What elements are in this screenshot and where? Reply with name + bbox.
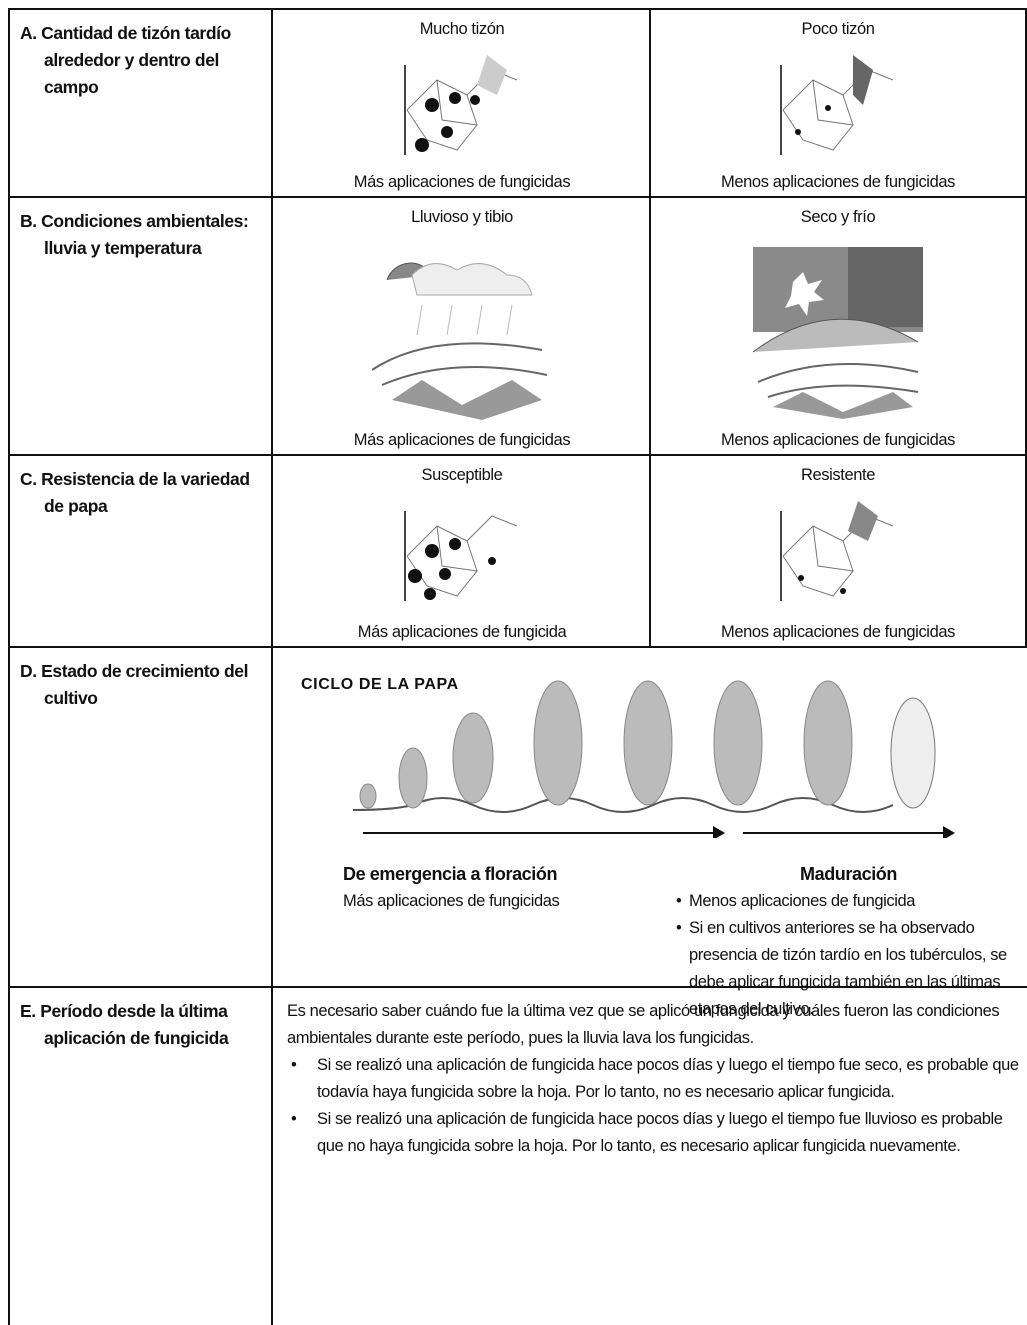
option-caption: Menos aplicaciones de fungicidas: [721, 173, 955, 191]
stage-block: Maduración Menos aplicaciones de fungici…: [676, 860, 1021, 1023]
option-caption: Menos aplicaciones de fungicidas: [721, 623, 955, 641]
option-caption: Más aplicaciones de fungicidas: [353, 173, 571, 191]
factor: B. Condiciones ambientales: lluvia y tem…: [20, 211, 249, 258]
leaf-illustration: [780, 501, 894, 601]
option-caption: Menos aplicaciones de fungicidas: [721, 431, 955, 449]
stage-heading: Maduración: [799, 864, 897, 884]
option-heading: Seco y frío: [800, 208, 876, 226]
leaf-illustration: [404, 55, 518, 155]
option-caption: Más aplicaciones de fungicidas: [353, 431, 571, 449]
option-cell: Poco tizón Menos aplicaciones de fungici…: [649, 8, 1027, 198]
option-heading: Poco tizón: [801, 20, 875, 38]
option-heading: Resistente: [801, 466, 875, 484]
potato-cycle-illustration: [352, 680, 955, 838]
option-cell: Seco y frío Menos aplicaciones de fungic…: [649, 196, 1027, 456]
cycle-title: CICLO DE LA PAPA: [301, 676, 459, 693]
factor-cell: B. Condiciones ambientales: lluvia y tem…: [8, 196, 273, 456]
factor-cell: C. Resistencia de la variedad de papa: [8, 454, 273, 648]
option-heading: Mucho tizón: [419, 20, 505, 38]
bullet: Menos aplicaciones de fungicida: [676, 888, 1021, 915]
bullets: Si se realizó una aplicación de fungicid…: [287, 1052, 1019, 1160]
option-heading: Susceptible: [421, 466, 503, 484]
period-cell: Es necesario saber cuándo fue la última …: [271, 986, 1027, 1325]
option-cell: Resistente Menos aplicaciones de fungici…: [649, 454, 1027, 648]
stage-heading: De emergencia a floración: [343, 864, 558, 884]
cycle-cell: CICLO DE LA PAPA De emergencia a floraci…: [271, 646, 1027, 1018]
option-cell: Susceptible Más aplicaciones de fungicid…: [271, 454, 651, 648]
bullet: Si se realizó una aplicación de fungicid…: [287, 1106, 1019, 1160]
factor-cell: D. Estado de crecimiento del cultivo: [8, 646, 273, 988]
leaf-illustration: [404, 511, 518, 601]
bullet: Si se realizó una aplicación de fungicid…: [287, 1052, 1019, 1106]
bullet: Si en cultivos anteriores se ha observad…: [676, 915, 1021, 1023]
option-heading: Lluvioso y tibio: [411, 208, 513, 226]
stage-block: De emergencia a floración Más aplicacion…: [343, 860, 560, 915]
factor-cell: E. Período desde la última aplicación de…: [8, 986, 273, 1325]
intro: Es necesario saber cuándo fue la última …: [287, 1002, 1000, 1047]
option-caption: Más aplicaciones de fungicida: [357, 623, 567, 641]
factor: A. Cantidad de tizón tardío alrededor y …: [20, 23, 231, 97]
stage-bullets: Menos aplicaciones de fungicida Si en cu…: [676, 888, 1021, 1023]
stage-text: Más aplicaciones de fungicidas: [343, 892, 560, 910]
weather-illustration: [372, 262, 548, 420]
factor: E. Período desde la última aplicación de…: [20, 1001, 229, 1048]
leaf-illustration: [780, 55, 894, 155]
option-cell: Mucho tizón Más aplicaciones de fungicid…: [271, 8, 651, 198]
option-cell: Lluvioso y tibio Más aplicaciones de fun…: [271, 196, 651, 456]
weather-illustration: [753, 247, 923, 419]
factor: D. Estado de crecimiento del cultivo: [20, 661, 249, 708]
factor-cell: A. Cantidad de tizón tardío alrededor y …: [8, 8, 273, 198]
factor: C. Resistencia de la variedad de papa: [20, 469, 250, 516]
